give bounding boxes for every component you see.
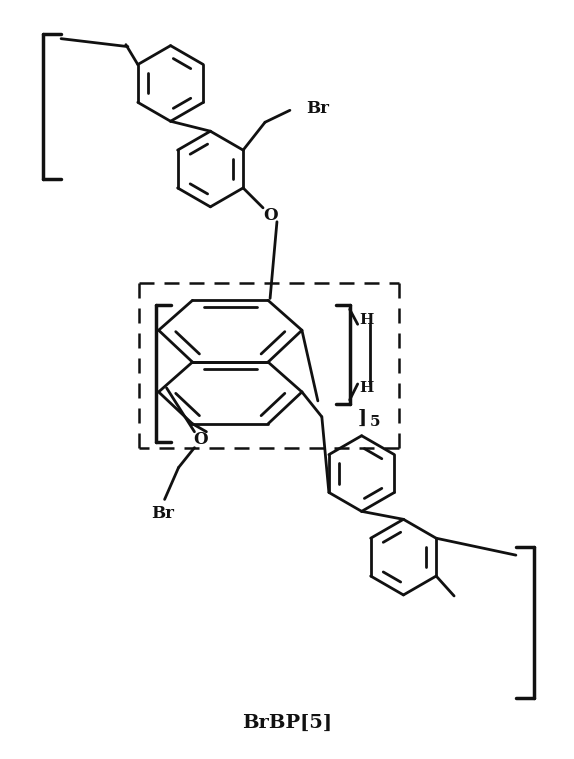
Text: O: O <box>193 431 208 449</box>
Text: Br: Br <box>306 100 329 117</box>
Text: BrBP[5]: BrBP[5] <box>242 714 332 732</box>
Text: O: O <box>263 207 278 225</box>
Text: Br: Br <box>151 505 174 522</box>
Text: H: H <box>360 313 374 327</box>
Text: ]: ] <box>358 409 367 427</box>
Text: H: H <box>360 381 374 395</box>
Text: 5: 5 <box>370 415 380 429</box>
